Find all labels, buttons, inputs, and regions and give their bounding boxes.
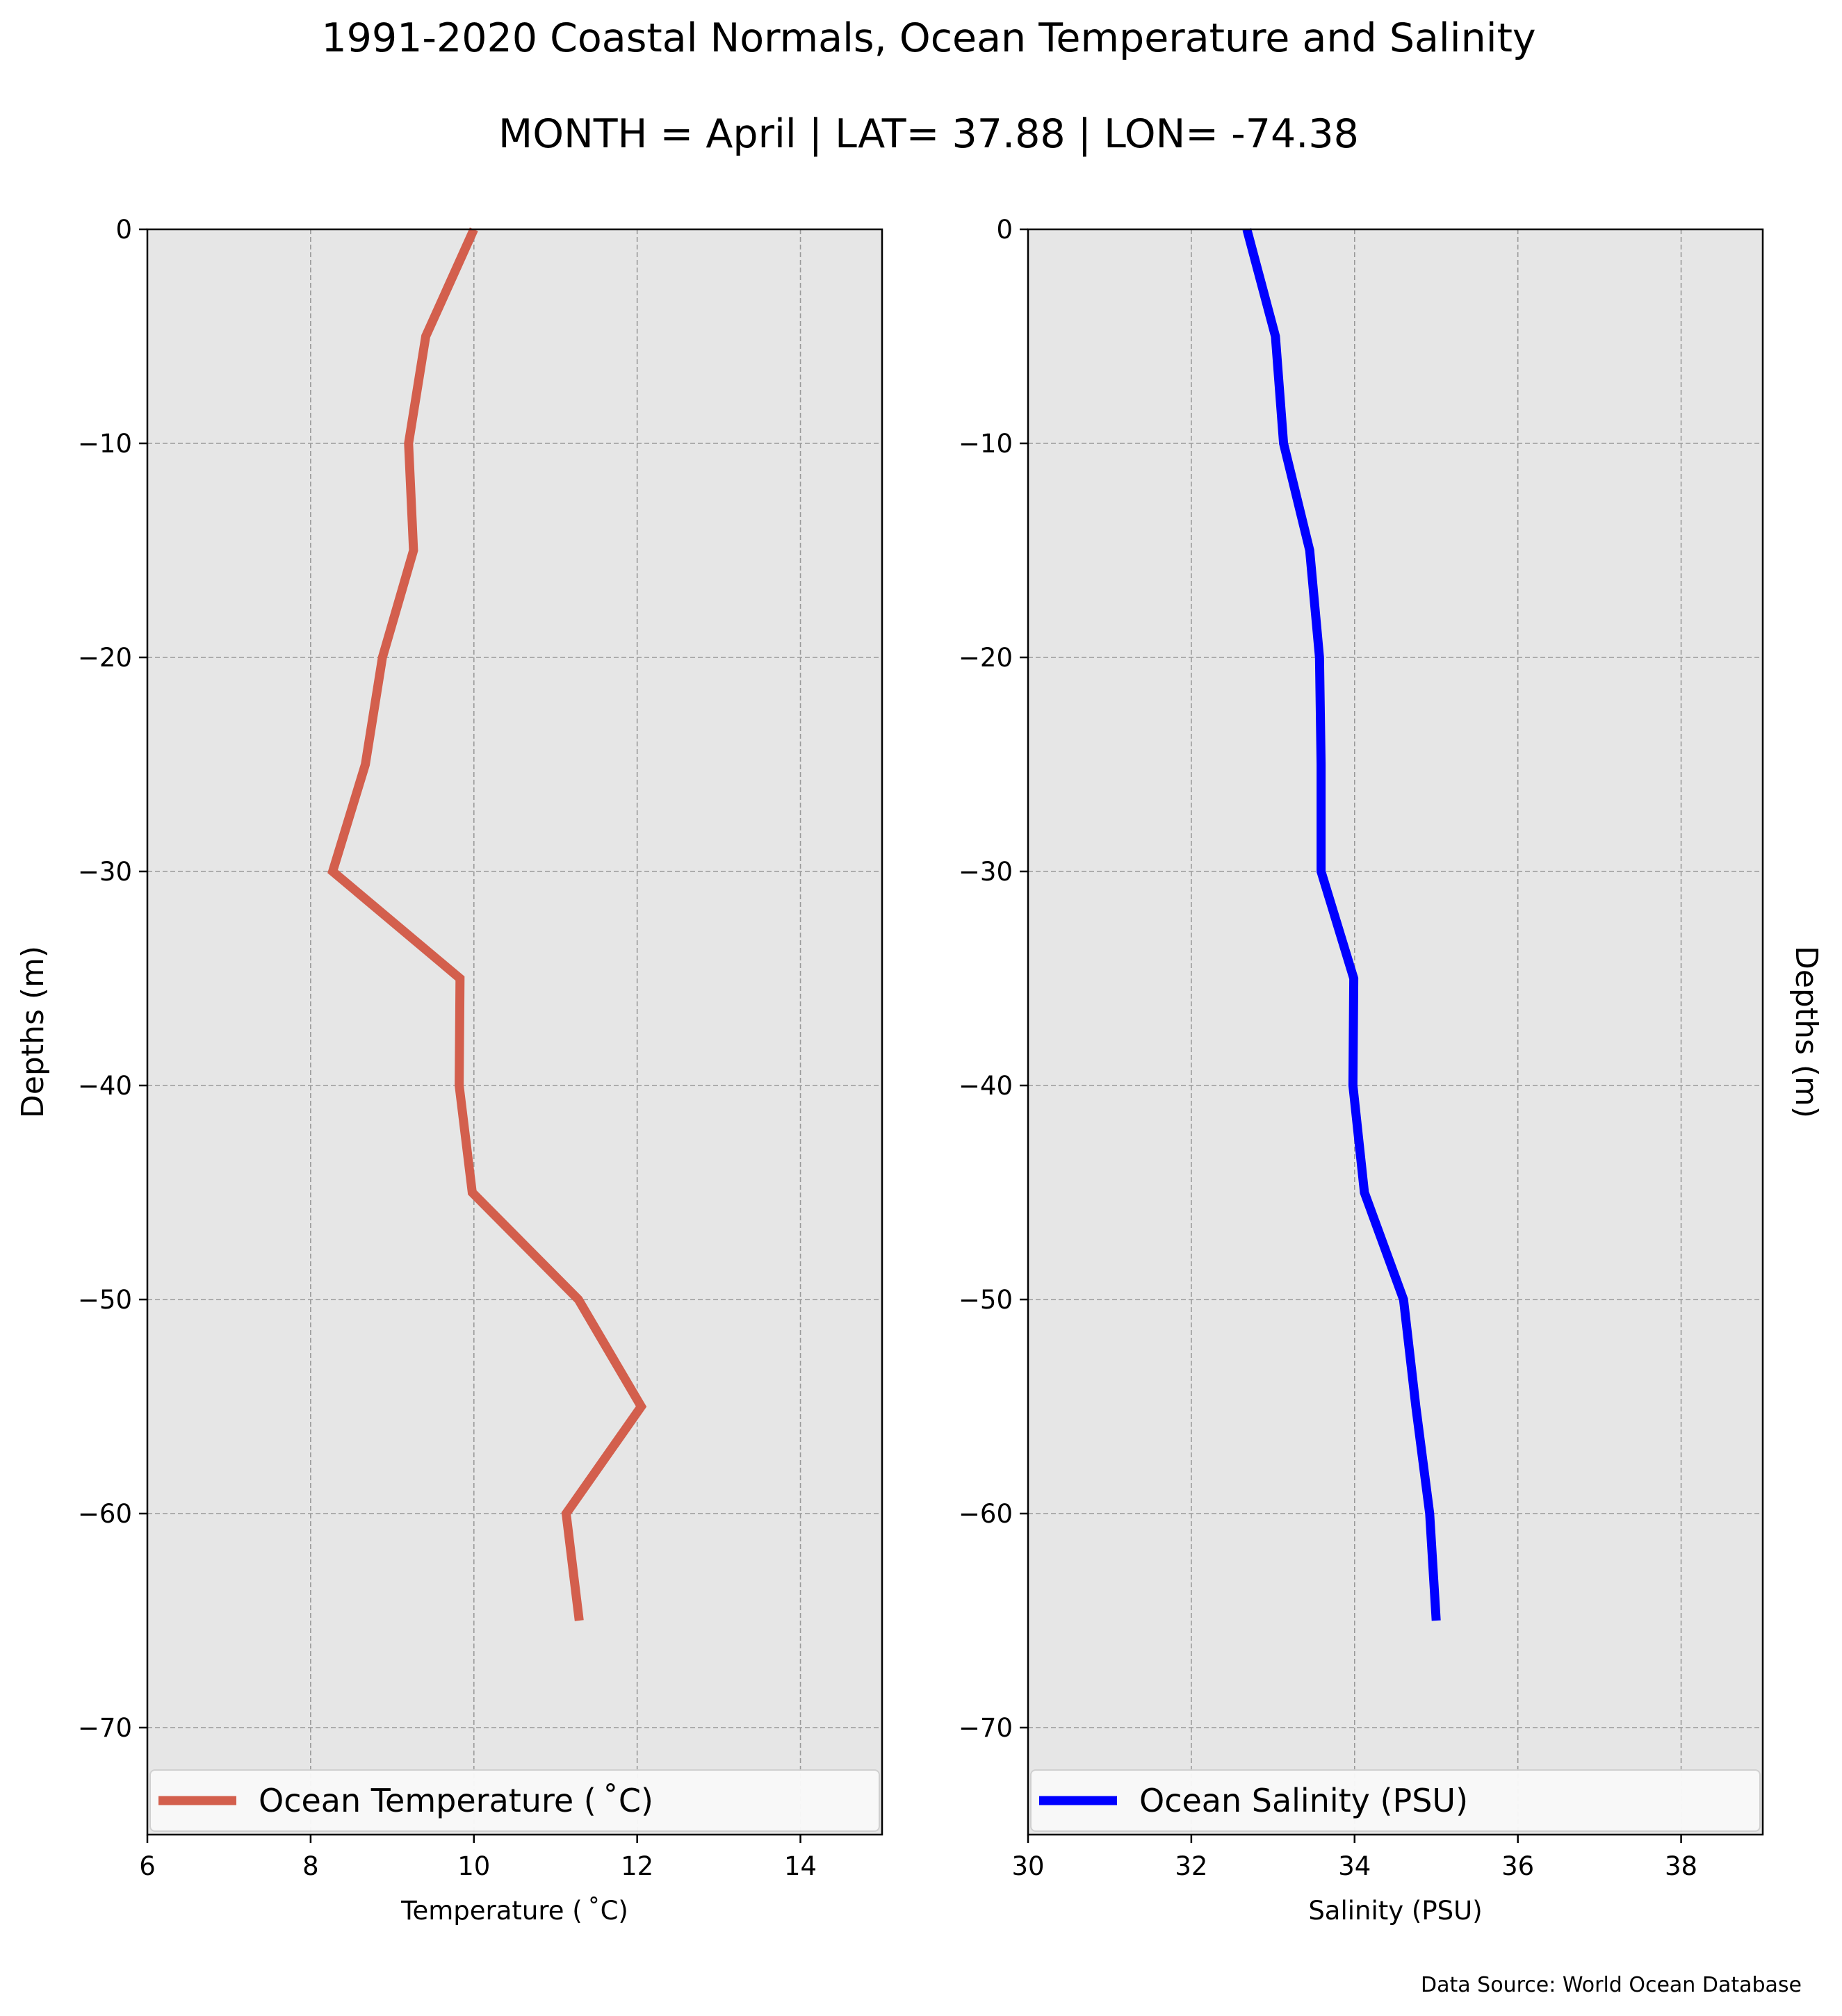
plot-panel-1: Ocean Temperature ( ˚C) 6 8 10 12 14 0 −10 −20 −3… <box>15 215 883 1926</box>
x-axis-label: Salinity (PSU) <box>1308 1896 1482 1926</box>
y-tick-label: −70 <box>78 1713 132 1743</box>
x-tick-label: 12 <box>621 1851 653 1881</box>
series-line <box>1242 228 1441 1621</box>
data-source-note: Data Source: World Ocean Database <box>1421 1973 1802 1997</box>
y-tick-label: −40 <box>959 1071 1013 1101</box>
y-axis-label: Depths (m) <box>15 946 51 1118</box>
series-line <box>327 227 647 1621</box>
y-tick-label: −10 <box>959 429 1013 459</box>
x-tick-label: 32 <box>1175 1851 1207 1881</box>
y-axis-label: Depths (m) <box>1788 946 1824 1118</box>
x-tick-label: 10 <box>457 1851 490 1881</box>
x-tick-label: 6 <box>139 1851 156 1881</box>
x-tick-label: 34 <box>1338 1851 1371 1881</box>
y-tick-label: −30 <box>78 857 132 887</box>
plot-background <box>147 229 882 1835</box>
y-tick-label: −50 <box>78 1285 132 1315</box>
legend-box <box>1030 1769 1761 1832</box>
y-tick-label: −40 <box>78 1071 132 1101</box>
axes-frame <box>1027 228 1764 1836</box>
y-tick-label: −30 <box>959 857 1013 887</box>
legend-label: Ocean Salinity (PSU) <box>1139 1782 1468 1819</box>
y-tick-label: 0 <box>115 215 132 245</box>
y-tick-label: −10 <box>78 429 132 459</box>
legend: Ocean Temperature ( ˚C) <box>149 1769 880 1832</box>
x-tick-label: 30 <box>1011 1851 1044 1881</box>
plot-background <box>1028 229 1763 1835</box>
y-tick-label: −70 <box>959 1713 1013 1743</box>
x-tick-label: 38 <box>1665 1851 1697 1881</box>
x-tick-label: 14 <box>784 1851 817 1881</box>
x-tick-label: 8 <box>302 1851 319 1881</box>
y-tick-label: −60 <box>959 1499 1013 1529</box>
y-tick-label: −60 <box>78 1499 132 1529</box>
legend-label: Ocean Temperature ( ˚C) <box>259 1782 653 1819</box>
y-tick-label: −20 <box>78 643 132 673</box>
legend: Ocean Salinity (PSU) <box>1030 1769 1761 1832</box>
y-tick-label: −50 <box>959 1285 1013 1315</box>
y-tick-label: 0 <box>996 215 1013 245</box>
chart-subtitle: MONTH = April | LAT= 37.88 | LON= -74.38 <box>498 111 1359 157</box>
x-tick-label: 36 <box>1501 1851 1534 1881</box>
plot-panel-2: Ocean Salinity (PSU) 30 32 34 36 38 0 −10 −20 −30… <box>959 215 1824 1926</box>
axes-frame <box>146 228 883 1836</box>
y-tick-label: −20 <box>959 643 1013 673</box>
chart-title: 1991-2020 Coastal Normals, Ocean Tempera… <box>321 15 1535 61</box>
legend-box <box>149 1769 880 1832</box>
x-axis-label: Temperature ( ˚C) <box>400 1896 628 1926</box>
chart-panels: Ocean Temperature ( ˚C) 6 8 10 12 14 0 −10 −20 −3… <box>15 215 1824 1926</box>
